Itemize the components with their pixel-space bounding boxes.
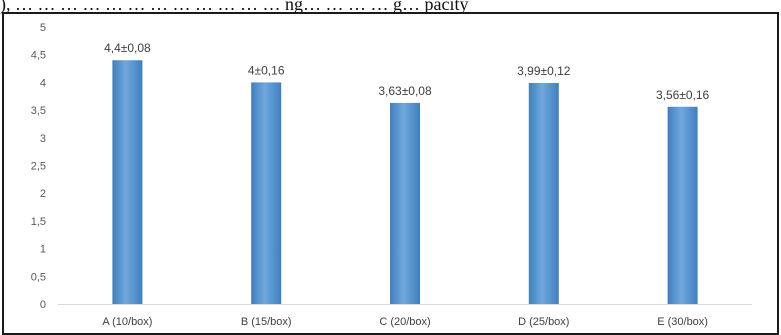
y-tick-label: 1,5 — [31, 216, 46, 228]
y-tick-label: 2,5 — [31, 161, 46, 173]
y-tick-label: 1 — [40, 244, 46, 256]
y-tick-label: 4 — [40, 77, 46, 89]
y-tick-label: 4,5 — [31, 50, 46, 62]
data-label: 4,4±0,08 — [104, 41, 151, 55]
category-label: B (15/box) — [241, 316, 292, 328]
category-label: A (10/box) — [102, 316, 152, 328]
y-tick-label: 0 — [40, 299, 46, 311]
data-label: 3,99±0,12 — [517, 64, 571, 78]
data-label: 3,63±0,08 — [378, 84, 432, 98]
data-label: 4±0,16 — [248, 63, 285, 77]
bar — [528, 82, 559, 304]
y-tick-label: 2 — [40, 188, 46, 200]
y-tick-label: 5 — [40, 22, 46, 34]
bar — [112, 60, 143, 304]
data-label: 3,56±0,16 — [656, 88, 710, 102]
category-label: C (20/box) — [379, 316, 430, 328]
bar — [251, 82, 282, 305]
caption-text-cropped: ), … … … … … … … … … … … … ng… … … … g… … — [0, 0, 469, 14]
y-tick-label: 0,5 — [31, 271, 46, 283]
category-label: D (25/box) — [518, 316, 569, 328]
y-tick-label: 3,5 — [31, 105, 46, 117]
bar — [390, 102, 420, 304]
y-tick-label: 3 — [40, 133, 46, 145]
category-label: E (30/box) — [657, 316, 708, 328]
bar — [667, 106, 698, 304]
